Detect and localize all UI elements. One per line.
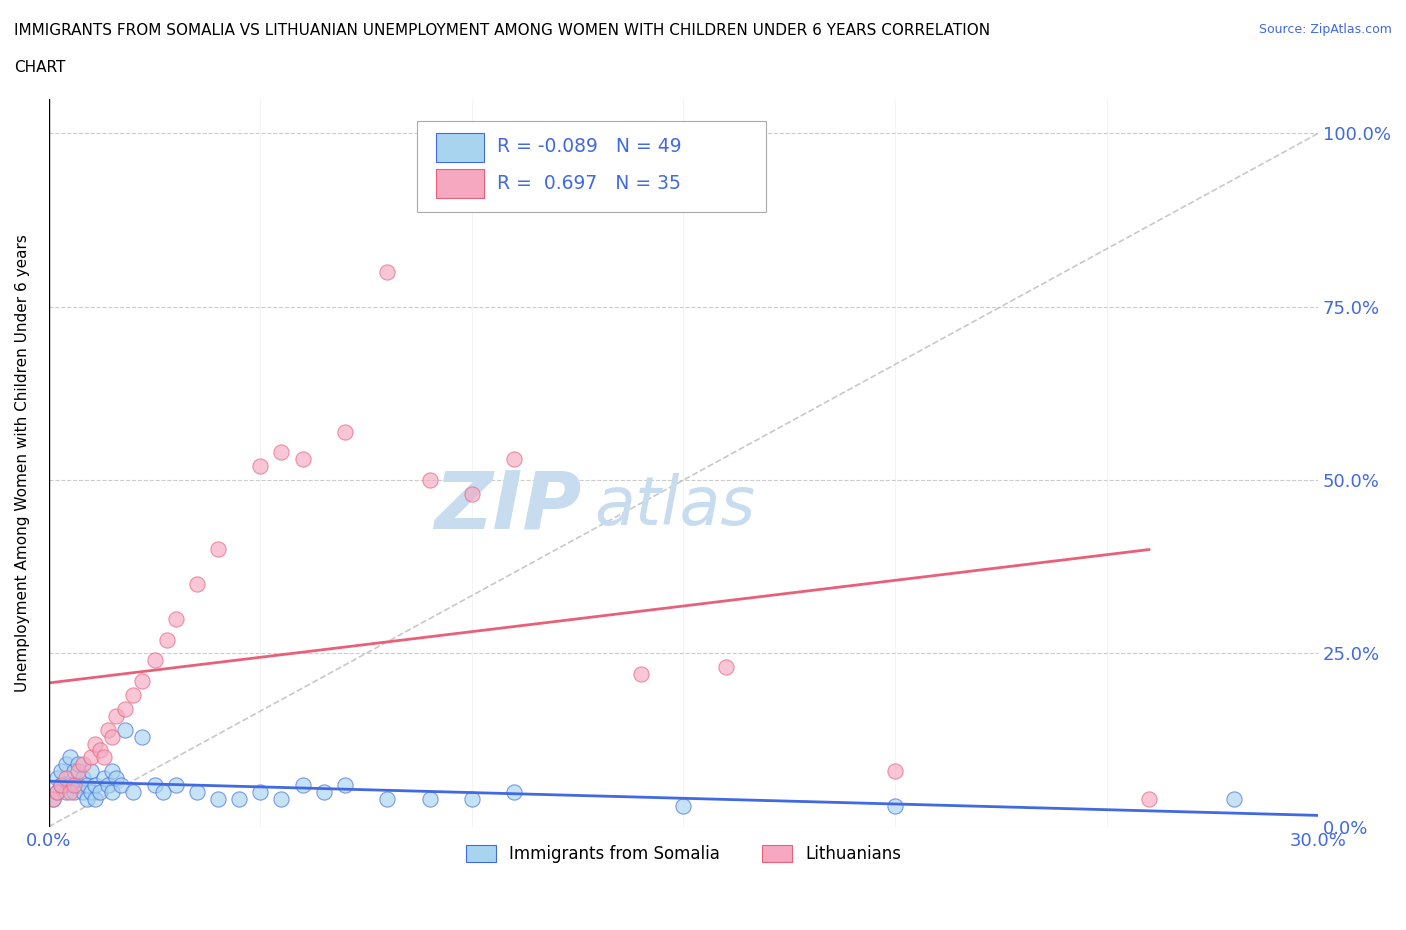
Point xyxy=(270,445,292,459)
Point xyxy=(375,791,398,806)
Point xyxy=(84,736,107,751)
Point xyxy=(672,799,695,814)
Point xyxy=(59,750,82,764)
Point xyxy=(93,750,115,764)
Point xyxy=(72,785,94,800)
Point xyxy=(131,673,153,688)
Point xyxy=(419,472,441,487)
Point xyxy=(80,785,103,800)
Point xyxy=(105,709,128,724)
Point xyxy=(67,757,90,772)
Point xyxy=(114,701,136,716)
Point xyxy=(97,777,120,792)
Point xyxy=(249,785,271,800)
Point xyxy=(249,458,271,473)
Point xyxy=(186,577,208,591)
Point xyxy=(270,791,292,806)
Point xyxy=(714,659,737,674)
Point xyxy=(312,785,335,800)
Text: ZIP: ZIP xyxy=(434,468,582,545)
Point xyxy=(165,611,187,626)
Point xyxy=(122,687,145,702)
Point xyxy=(333,777,356,792)
Point xyxy=(503,452,526,467)
Text: Source: ZipAtlas.com: Source: ZipAtlas.com xyxy=(1258,23,1392,36)
Point xyxy=(80,750,103,764)
Point xyxy=(375,265,398,280)
Point xyxy=(333,424,356,439)
Text: atlas: atlas xyxy=(595,473,755,539)
Text: CHART: CHART xyxy=(14,60,66,75)
Point xyxy=(101,729,124,744)
Point xyxy=(114,723,136,737)
Point xyxy=(228,791,250,806)
Point xyxy=(63,777,86,792)
Point xyxy=(630,667,652,682)
Point xyxy=(84,777,107,792)
Point xyxy=(291,777,314,792)
Point xyxy=(461,791,484,806)
Point xyxy=(143,777,166,792)
Point xyxy=(72,757,94,772)
Point xyxy=(97,723,120,737)
Point xyxy=(67,764,90,778)
Point xyxy=(503,785,526,800)
Y-axis label: Unemployment Among Women with Children Under 6 years: Unemployment Among Women with Children U… xyxy=(15,233,30,692)
Point xyxy=(80,764,103,778)
Point xyxy=(101,785,124,800)
Point xyxy=(51,764,73,778)
Point xyxy=(63,785,86,800)
Point xyxy=(76,777,98,792)
Point xyxy=(42,791,65,806)
Point xyxy=(84,791,107,806)
Point xyxy=(55,757,77,772)
Point xyxy=(1137,791,1160,806)
Point xyxy=(152,785,174,800)
Point xyxy=(122,785,145,800)
Point xyxy=(51,777,73,792)
Point xyxy=(59,785,82,800)
Point xyxy=(105,771,128,786)
Point xyxy=(186,785,208,800)
Point xyxy=(1222,791,1244,806)
Point xyxy=(76,791,98,806)
Point xyxy=(207,542,229,557)
Point xyxy=(419,791,441,806)
Point xyxy=(72,771,94,786)
Point xyxy=(291,452,314,467)
Point xyxy=(89,743,111,758)
Point xyxy=(143,653,166,668)
Point xyxy=(46,785,69,800)
Point xyxy=(884,799,907,814)
Point xyxy=(884,764,907,778)
Point xyxy=(67,777,90,792)
Point xyxy=(63,764,86,778)
Point xyxy=(46,785,69,800)
FancyBboxPatch shape xyxy=(416,121,766,211)
Text: R =  0.697   N = 35: R = 0.697 N = 35 xyxy=(496,174,681,193)
Point xyxy=(131,729,153,744)
FancyBboxPatch shape xyxy=(436,169,484,198)
Point xyxy=(42,791,65,806)
Text: R = -0.089   N = 49: R = -0.089 N = 49 xyxy=(496,138,682,156)
Point xyxy=(59,777,82,792)
Point xyxy=(207,791,229,806)
Point xyxy=(93,771,115,786)
Legend: Immigrants from Somalia, Lithuanians: Immigrants from Somalia, Lithuanians xyxy=(460,838,908,870)
Point xyxy=(110,777,132,792)
Point xyxy=(46,771,69,786)
Point xyxy=(156,632,179,647)
Point xyxy=(51,777,73,792)
Point xyxy=(165,777,187,792)
Point xyxy=(461,486,484,501)
Text: IMMIGRANTS FROM SOMALIA VS LITHUANIAN UNEMPLOYMENT AMONG WOMEN WITH CHILDREN UND: IMMIGRANTS FROM SOMALIA VS LITHUANIAN UN… xyxy=(14,23,990,38)
Point xyxy=(55,771,77,786)
Point xyxy=(55,785,77,800)
FancyBboxPatch shape xyxy=(436,133,484,162)
Point xyxy=(101,764,124,778)
Point xyxy=(89,785,111,800)
